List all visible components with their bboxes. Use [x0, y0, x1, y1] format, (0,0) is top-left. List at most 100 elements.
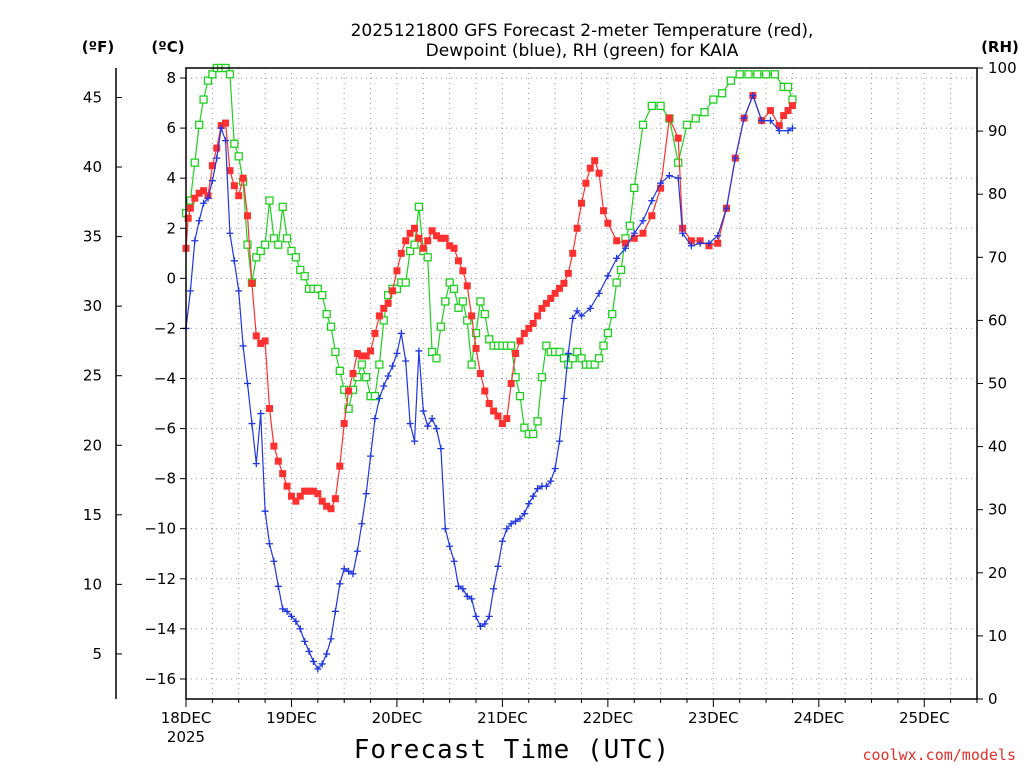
temperature-point	[208, 162, 216, 170]
dewpoint-point	[731, 154, 739, 162]
rh-point	[260, 240, 270, 249]
temperature-point	[226, 167, 234, 175]
rh-point	[511, 373, 520, 382]
temperature-point	[621, 239, 629, 247]
temperature-point	[305, 487, 313, 495]
dewpoint-point	[437, 445, 445, 453]
temperature-point	[665, 114, 673, 122]
rh-point	[344, 404, 353, 413]
dewpoint-point	[235, 287, 243, 295]
dewpoint-point	[380, 382, 388, 390]
dewpoint-point	[674, 174, 682, 182]
dewpoint-point	[375, 395, 383, 403]
dewpoint-point	[705, 239, 713, 247]
temperature-point	[578, 199, 585, 207]
rh-point	[278, 202, 287, 211]
rh-tick-label: 80	[988, 185, 1007, 203]
dewpoint-point	[305, 647, 313, 655]
temperature-point	[239, 174, 247, 182]
temperature-point	[687, 237, 695, 245]
temperature-point	[406, 229, 414, 237]
rh-point	[322, 309, 331, 319]
celsius-tick-label: −4	[154, 369, 176, 387]
celsius-tick-label: 8	[166, 69, 176, 87]
temperature-point	[389, 287, 397, 295]
rh-point	[436, 322, 446, 331]
temperature-point	[476, 369, 484, 377]
temperature-point	[252, 332, 260, 340]
dewpoint-point	[309, 657, 317, 665]
rh-point	[656, 101, 665, 111]
fahrenheit-tick-label: 10	[83, 575, 102, 593]
temperature-point	[441, 234, 449, 242]
dewpoint-point	[788, 124, 796, 132]
dewpoint-point	[560, 395, 568, 403]
temperature-point	[657, 184, 665, 192]
rh-point	[208, 70, 217, 79]
dewpoint-point	[217, 124, 225, 132]
temperature-point	[586, 164, 594, 172]
x-tick-label: 20DEC	[372, 709, 423, 727]
rh-point	[449, 284, 459, 294]
rh-point	[682, 120, 692, 129]
rh-point	[568, 354, 577, 363]
rh-point	[353, 373, 362, 382]
temperature-point	[415, 234, 423, 242]
rh-point	[256, 246, 265, 256]
dewpoint-point	[507, 520, 515, 528]
temperature-point	[428, 227, 436, 235]
rh-point	[300, 272, 309, 281]
temperature-point	[520, 329, 528, 337]
rh-tick-label: 20	[988, 564, 1007, 582]
temperature-point	[446, 242, 454, 250]
rh-point	[463, 316, 472, 325]
dewpoint-point	[274, 582, 282, 590]
dewpoint-point	[186, 287, 194, 295]
dewpoint-point	[687, 242, 695, 250]
temperature-point	[336, 462, 344, 470]
dewpoint-point	[257, 410, 265, 418]
temperature-point	[257, 339, 265, 347]
dewpoint-point	[485, 612, 493, 620]
rh-point	[788, 95, 797, 104]
dewpoint-point	[432, 425, 440, 433]
dewpoint-point	[393, 349, 401, 357]
data-series	[181, 63, 797, 673]
celsius-tick-label: 0	[166, 269, 176, 287]
dewpoint-point	[604, 272, 612, 280]
dewpoint-point	[358, 520, 366, 528]
celsius-tick-label: −16	[144, 670, 176, 688]
rh-point	[467, 360, 476, 369]
celsius-tick-label: −6	[154, 420, 176, 438]
temperature-point	[459, 267, 467, 275]
temperature-point	[375, 312, 383, 320]
temperature-point	[560, 279, 568, 287]
dewpoint-point	[454, 582, 462, 590]
rh-point	[318, 291, 327, 300]
dewpoint-point	[265, 540, 273, 548]
rh-point	[770, 70, 780, 79]
temperature-point	[507, 380, 515, 387]
temperature-point	[362, 352, 370, 360]
dewpoint-point	[679, 229, 687, 237]
temperature-point	[437, 234, 445, 242]
dewpoint-point	[766, 117, 774, 125]
dewpoint-point	[296, 625, 304, 633]
credit-link[interactable]: coolwx.com/models	[862, 746, 1016, 764]
dewpoint-point	[472, 612, 480, 620]
dewpoint-point	[428, 415, 436, 423]
rh-point	[735, 70, 744, 79]
rh-point	[269, 234, 279, 243]
dewpoint-point	[397, 329, 405, 337]
celsius-tick-label: −14	[144, 620, 176, 638]
temperature-point	[516, 337, 524, 345]
rh-point	[243, 240, 252, 249]
dewpoint-point	[353, 547, 361, 555]
dewpoint-point	[301, 637, 309, 645]
rh-point	[638, 120, 648, 129]
rh-point	[507, 341, 516, 350]
temperature-point	[463, 282, 471, 290]
temperature-point	[318, 497, 326, 505]
temperature-point	[775, 122, 783, 130]
rh-point	[296, 265, 305, 275]
